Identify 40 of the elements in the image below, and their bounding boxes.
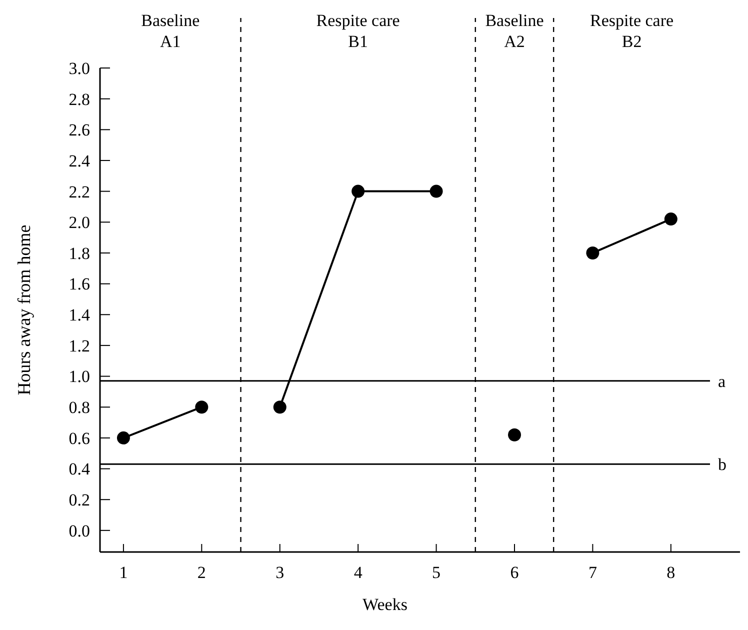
- x-tick-label: 2: [197, 563, 206, 582]
- y-tick-label: 0.4: [68, 460, 90, 479]
- point: [430, 184, 443, 198]
- y-tick-label: 2.6: [68, 120, 90, 140]
- x-tick-label: 8: [666, 563, 676, 582]
- y-tick-label: 1.6: [68, 274, 90, 294]
- y-tick-label: 2.4: [68, 151, 90, 170]
- y-tick-label: 3.0: [68, 58, 90, 78]
- y-tick-label: 1.0: [68, 367, 90, 386]
- text: Respite care B2: [590, 11, 674, 51]
- ref-line-label: a: [718, 372, 726, 391]
- point: [116, 431, 130, 444]
- y-tick-label: 1.4: [68, 306, 90, 325]
- y-tick-label: 2.8: [68, 90, 90, 109]
- ref-line-label: b: [718, 455, 726, 474]
- point: [273, 400, 286, 414]
- y-tick-label: 1.2: [68, 336, 90, 356]
- x-tick-label: 5: [432, 563, 441, 582]
- y-tick-label: 0.8: [68, 398, 90, 418]
- text: Baseline A2: [485, 11, 544, 51]
- y-tick-label: 0.2: [68, 490, 90, 510]
- y-tick-label: 1.8: [68, 244, 90, 263]
- point: [508, 428, 521, 442]
- x-tick-label: 1: [119, 563, 128, 582]
- x-tick-label: 4: [354, 563, 363, 582]
- y-tick-label: 0.6: [68, 428, 90, 448]
- point: [352, 184, 365, 198]
- y-tick-label: 0.0: [68, 521, 90, 540]
- x-tick-label: 3: [276, 563, 284, 582]
- point: [664, 212, 678, 226]
- x-tick-label: 7: [588, 563, 598, 582]
- x-tick-label: 6: [510, 563, 519, 582]
- x-axis-title: Weeks: [362, 595, 408, 614]
- y-tick-label: 2.2: [68, 182, 90, 202]
- point: [586, 246, 600, 260]
- y-axis-title: Hours away from home: [14, 224, 34, 396]
- y-tick-label: 2.0: [68, 213, 90, 232]
- text: Respite care B1: [316, 11, 400, 51]
- text: Baseline A1: [141, 11, 200, 51]
- point: [195, 400, 208, 414]
